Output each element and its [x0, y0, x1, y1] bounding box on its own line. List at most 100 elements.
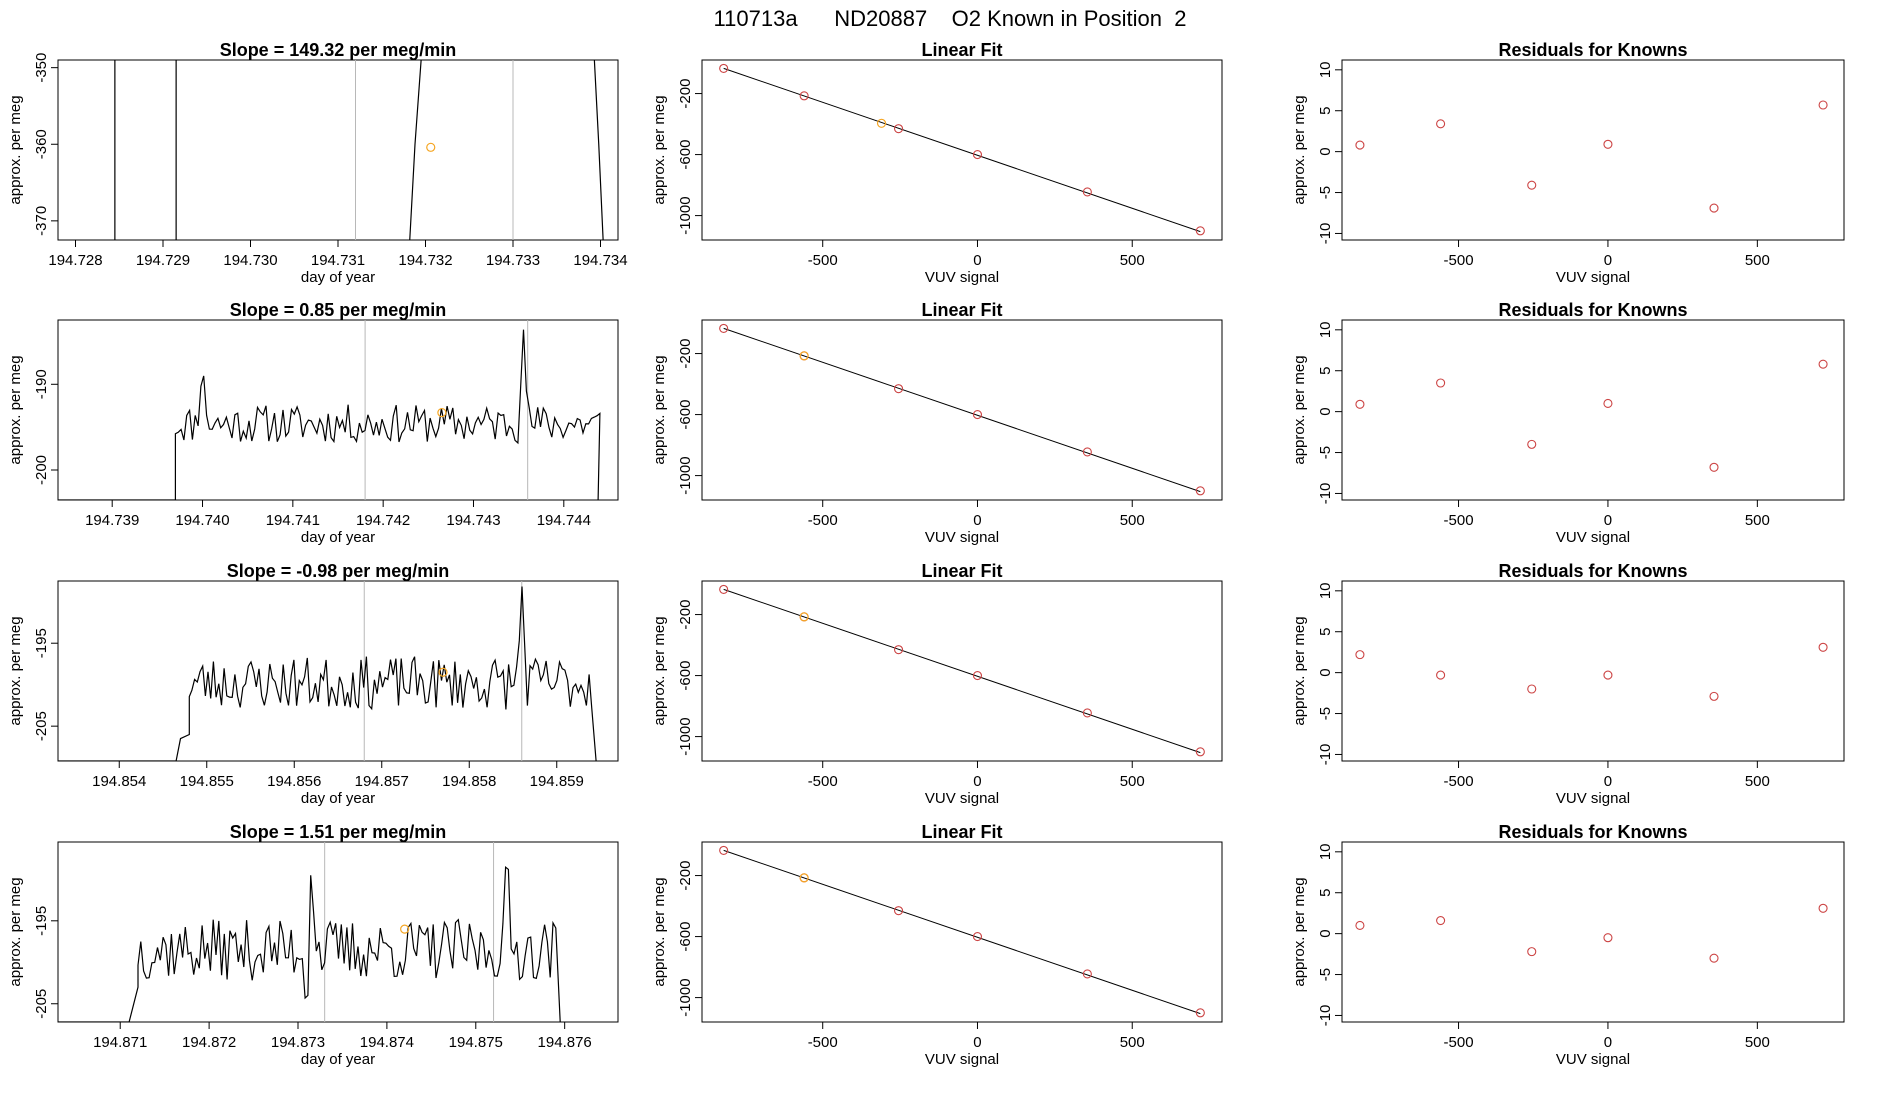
series-xtick-label: 194.872 [182, 1034, 236, 1051]
series-title: Slope = 149.32 per meg/min [220, 40, 457, 60]
series-panel: Slope = 0.85 per meg/min 194.739 194.740 19… [7, 300, 619, 546]
series-panel: Slope = 1.51 per meg/min 194.871 194.872 19… [7, 822, 619, 1068]
resid-xtick-label: 500 [1745, 512, 1770, 529]
series-plot-frame [57, 841, 619, 1023]
resid-plot-frame [1341, 841, 1845, 1023]
fit-plot-area [719, 584, 1205, 757]
residual-point [1355, 140, 1365, 150]
series-xtick-label: 194.854 [92, 773, 146, 790]
series-panel: Slope = 149.32 per meg/min 194.728 194.729… [7, 40, 628, 286]
fit-ytick-label: -600 [677, 140, 694, 170]
resid-ytick-label: -10 [1317, 1005, 1334, 1027]
known-point [893, 645, 904, 655]
fit-xtick-label: 500 [1120, 512, 1145, 529]
series-line [409, 60, 422, 240]
fit-xtick-label: 0 [973, 512, 981, 529]
fit-xtick-label: 0 [973, 252, 981, 269]
fit-xtick-label: -500 [808, 512, 838, 529]
series-xtick-label: 194.744 [537, 512, 591, 529]
residual-point [1603, 933, 1613, 943]
residual-point [1527, 180, 1537, 190]
residual-point [1603, 398, 1613, 409]
resid-panel: Residuals for Knowns -500 0 500 10 5 0 -5 -10 VUV… [1291, 300, 1845, 546]
resid-ytick-label: 5 [1317, 367, 1334, 375]
resid-panel: Residuals for Knowns -500 0 500 10 5 0 -5 -10 VUV… [1291, 822, 1845, 1068]
resid-ylabel: approx. per meg [1291, 95, 1308, 204]
resid-ytick-label: -10 [1317, 744, 1334, 766]
fit-ylabel: approx. per meg [651, 95, 668, 204]
residual-point [1355, 920, 1365, 931]
fit-xlabel: VUV signal [925, 529, 999, 546]
series-ytick-label: -190 [33, 369, 50, 399]
known-point [893, 906, 904, 916]
resid-ytick-label: 5 [1317, 889, 1334, 897]
series-plot-area [58, 581, 597, 761]
resid-ytick-label: 10 [1317, 321, 1334, 338]
series-plot-frame [57, 59, 619, 241]
known-point [893, 124, 904, 134]
fit-plot-area [719, 323, 1205, 496]
fit-xtick-label: 500 [1120, 1034, 1145, 1051]
sample-marker [799, 351, 809, 361]
residual-point [1355, 399, 1365, 409]
resid-plot-frame [1341, 59, 1845, 241]
resid-xtick-label: 500 [1745, 1034, 1770, 1051]
fit-xtick-label: -500 [808, 1034, 838, 1051]
series-xlabel: day of year [301, 1051, 375, 1068]
series-plot-frame [57, 580, 619, 762]
series-plot-area [114, 60, 604, 240]
resid-xtick-label: 500 [1745, 773, 1770, 790]
resid-xtick-label: 500 [1745, 252, 1770, 269]
known-point [1082, 187, 1092, 197]
series-ylabel: approx. per meg [7, 355, 24, 464]
resid-xlabel: VUV signal [1556, 1051, 1630, 1068]
series-xtick-label: 194.728 [48, 252, 102, 269]
fit-ytick-label: -200 [677, 339, 694, 369]
fit-ytick-label: -1000 [677, 978, 694, 1016]
series-xtick-label: 194.729 [136, 252, 190, 269]
series-xtick-label: 194.740 [175, 512, 229, 529]
residual-point [1527, 947, 1537, 957]
known-point [719, 63, 729, 73]
resid-ytick-label: -5 [1317, 707, 1334, 720]
residual-point [1709, 691, 1719, 701]
fit-ytick-label: -1000 [677, 717, 694, 755]
series-xtick-label: 194.733 [486, 252, 540, 269]
residual-point [1436, 119, 1446, 129]
series-xtick-label: 194.875 [449, 1034, 503, 1051]
sample-marker [799, 873, 809, 883]
residual-point [1355, 650, 1365, 660]
residual-point [1527, 439, 1537, 449]
fit-line [723, 849, 1201, 1015]
series-xtick-label: 194.743 [446, 512, 500, 529]
resid-panel: Residuals for Knowns -500 0 500 10 5 0 -5 -10 VUV… [1291, 40, 1845, 286]
residual-point [1436, 378, 1446, 388]
known-point [1195, 747, 1205, 757]
series-xtick-label: 194.871 [93, 1034, 147, 1051]
resid-ytick-label: -10 [1317, 483, 1334, 505]
series-ylabel: approx. per meg [7, 616, 24, 725]
series-ytick-label: -205 [33, 711, 50, 741]
fit-xlabel: VUV signal [925, 790, 999, 807]
residual-point [1436, 670, 1446, 680]
known-point [1195, 226, 1205, 236]
fit-ytick-label: -1000 [677, 196, 694, 234]
known-point [719, 584, 729, 594]
series-xtick-label: 194.741 [266, 512, 320, 529]
series-title: Slope = -0.98 per meg/min [227, 561, 450, 581]
residual-point [1818, 359, 1828, 369]
series-plot-area [58, 842, 561, 1022]
sample-marker [876, 118, 887, 128]
series-plot-area [58, 320, 601, 500]
fit-title: Linear Fit [921, 40, 1002, 60]
known-point [1082, 708, 1092, 718]
known-point [1082, 447, 1092, 457]
known-point [1082, 969, 1092, 979]
resid-ytick-label: -5 [1317, 968, 1334, 981]
fit-xtick-label: 0 [973, 1034, 981, 1051]
resid-ytick-label: 10 [1317, 61, 1334, 78]
known-point [972, 932, 983, 942]
resid-ytick-label: 0 [1317, 407, 1334, 415]
fit-plot-area [719, 63, 1205, 236]
resid-title: Residuals for Knowns [1498, 561, 1687, 581]
